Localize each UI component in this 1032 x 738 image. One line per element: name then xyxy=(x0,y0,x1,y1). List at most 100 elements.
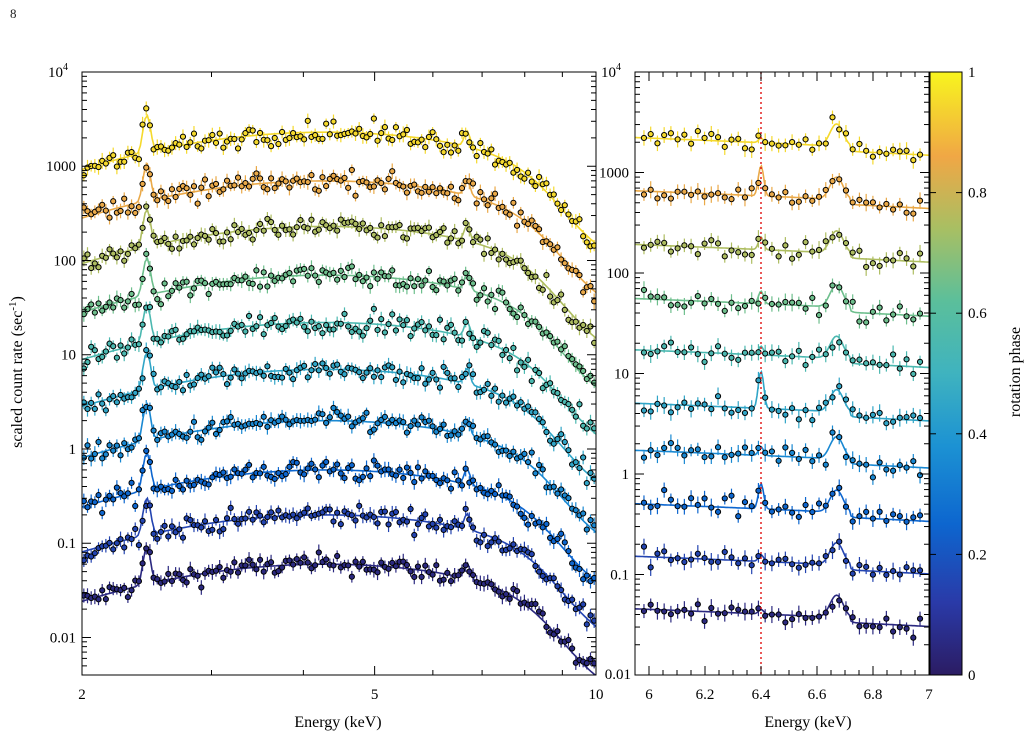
left-data-point xyxy=(477,539,484,546)
colorbar-frame xyxy=(929,71,963,676)
left-data-point xyxy=(223,229,231,236)
right-data-point xyxy=(789,561,796,568)
left-data-point xyxy=(506,211,513,218)
left-data-point xyxy=(113,442,120,449)
left-data-point xyxy=(198,584,205,591)
left-data-point xyxy=(293,175,300,182)
left-data-point xyxy=(356,125,363,132)
right-data-point xyxy=(836,597,843,604)
right-data-point xyxy=(694,251,701,258)
left-data-point xyxy=(547,241,554,248)
right-data-point xyxy=(688,299,695,306)
left-data-point xyxy=(345,323,352,330)
left-data-point xyxy=(414,421,422,428)
left-data-point xyxy=(469,144,477,151)
left-data-point xyxy=(216,426,223,434)
right-data-point xyxy=(681,131,688,138)
left-data-point xyxy=(400,322,407,329)
left-data-point xyxy=(370,426,377,433)
right-data-point xyxy=(701,134,708,142)
left-data-point xyxy=(172,233,179,240)
left-data-point xyxy=(517,510,524,517)
right-data-point xyxy=(896,365,903,372)
left-data-point xyxy=(286,184,293,191)
left-data-point xyxy=(499,250,506,257)
left-data-point xyxy=(121,350,128,357)
left-data-point xyxy=(352,192,359,199)
left-data-point xyxy=(418,282,425,289)
left-data-point xyxy=(139,121,146,128)
left-y-tick-label: 100 xyxy=(54,253,77,269)
left-data-point xyxy=(128,536,135,543)
right-data-point xyxy=(856,412,863,419)
left-data-point xyxy=(524,269,532,277)
right-data-point xyxy=(674,503,681,510)
left-data-point xyxy=(587,469,594,476)
left-data-point xyxy=(469,371,477,378)
left-data-point xyxy=(238,136,245,143)
left-data-point xyxy=(124,344,131,351)
left-data-point xyxy=(223,380,231,388)
left-data-point xyxy=(535,461,543,469)
left-data-point xyxy=(547,380,554,387)
left-data-point xyxy=(565,636,572,644)
right-data-point xyxy=(782,619,789,626)
right-data-point xyxy=(667,248,675,255)
left-data-point xyxy=(385,175,392,182)
right-data-point xyxy=(741,251,749,258)
left-data-point xyxy=(275,180,282,187)
left-data-point xyxy=(469,477,477,484)
left-data-point xyxy=(161,522,168,529)
left-data-point xyxy=(359,558,366,565)
left-data-point xyxy=(256,470,264,477)
left-data-point xyxy=(242,515,249,522)
left-data-point xyxy=(411,478,418,486)
left-data-point xyxy=(146,502,154,509)
right-data-point xyxy=(916,512,924,519)
left-data-point xyxy=(223,515,231,522)
right-data-point xyxy=(688,191,695,198)
left-series-1 xyxy=(82,496,596,632)
left-data-point xyxy=(576,271,583,279)
left-data-point xyxy=(447,235,455,242)
left-data-point xyxy=(385,466,392,473)
left-data-point xyxy=(187,139,194,146)
right-data-point xyxy=(795,141,802,148)
left-data-point xyxy=(176,245,183,252)
left-data-point xyxy=(253,170,260,177)
left-series-3 xyxy=(82,400,596,535)
left-data-point xyxy=(308,367,315,374)
left-data-point xyxy=(172,384,179,391)
left-data-point xyxy=(488,146,495,153)
right-data-point xyxy=(842,349,850,356)
left-data-point xyxy=(345,184,352,191)
left-data-point xyxy=(543,180,550,187)
left-data-point xyxy=(528,449,535,456)
left-data-point xyxy=(367,283,374,290)
left-data-point xyxy=(253,323,260,330)
left-data-point xyxy=(139,275,146,283)
left-data-point xyxy=(212,229,220,237)
right-data-point xyxy=(815,346,823,353)
left-data-point xyxy=(128,290,135,298)
right-series-0 xyxy=(635,593,929,646)
left-data-point xyxy=(543,623,550,631)
left-y-tick-label-top: 104 xyxy=(48,62,68,81)
right-data-point xyxy=(694,501,701,509)
right-data-point xyxy=(654,293,661,300)
left-data-point xyxy=(176,378,183,386)
left-data-point xyxy=(154,296,161,303)
left-data-point xyxy=(139,517,146,524)
right-data-point xyxy=(755,179,762,187)
right-data-point xyxy=(842,503,850,510)
right-data-point xyxy=(661,444,668,452)
right-data-point xyxy=(748,251,755,259)
right-x-tick-label: 6.6 xyxy=(808,687,827,703)
left-data-point xyxy=(341,310,348,318)
left-series-6 xyxy=(82,247,596,389)
left-data-point xyxy=(532,470,539,477)
right-series-1 xyxy=(635,533,929,583)
left-data-point xyxy=(583,327,590,335)
left-data-point xyxy=(429,129,436,136)
left-data-point xyxy=(447,183,455,190)
